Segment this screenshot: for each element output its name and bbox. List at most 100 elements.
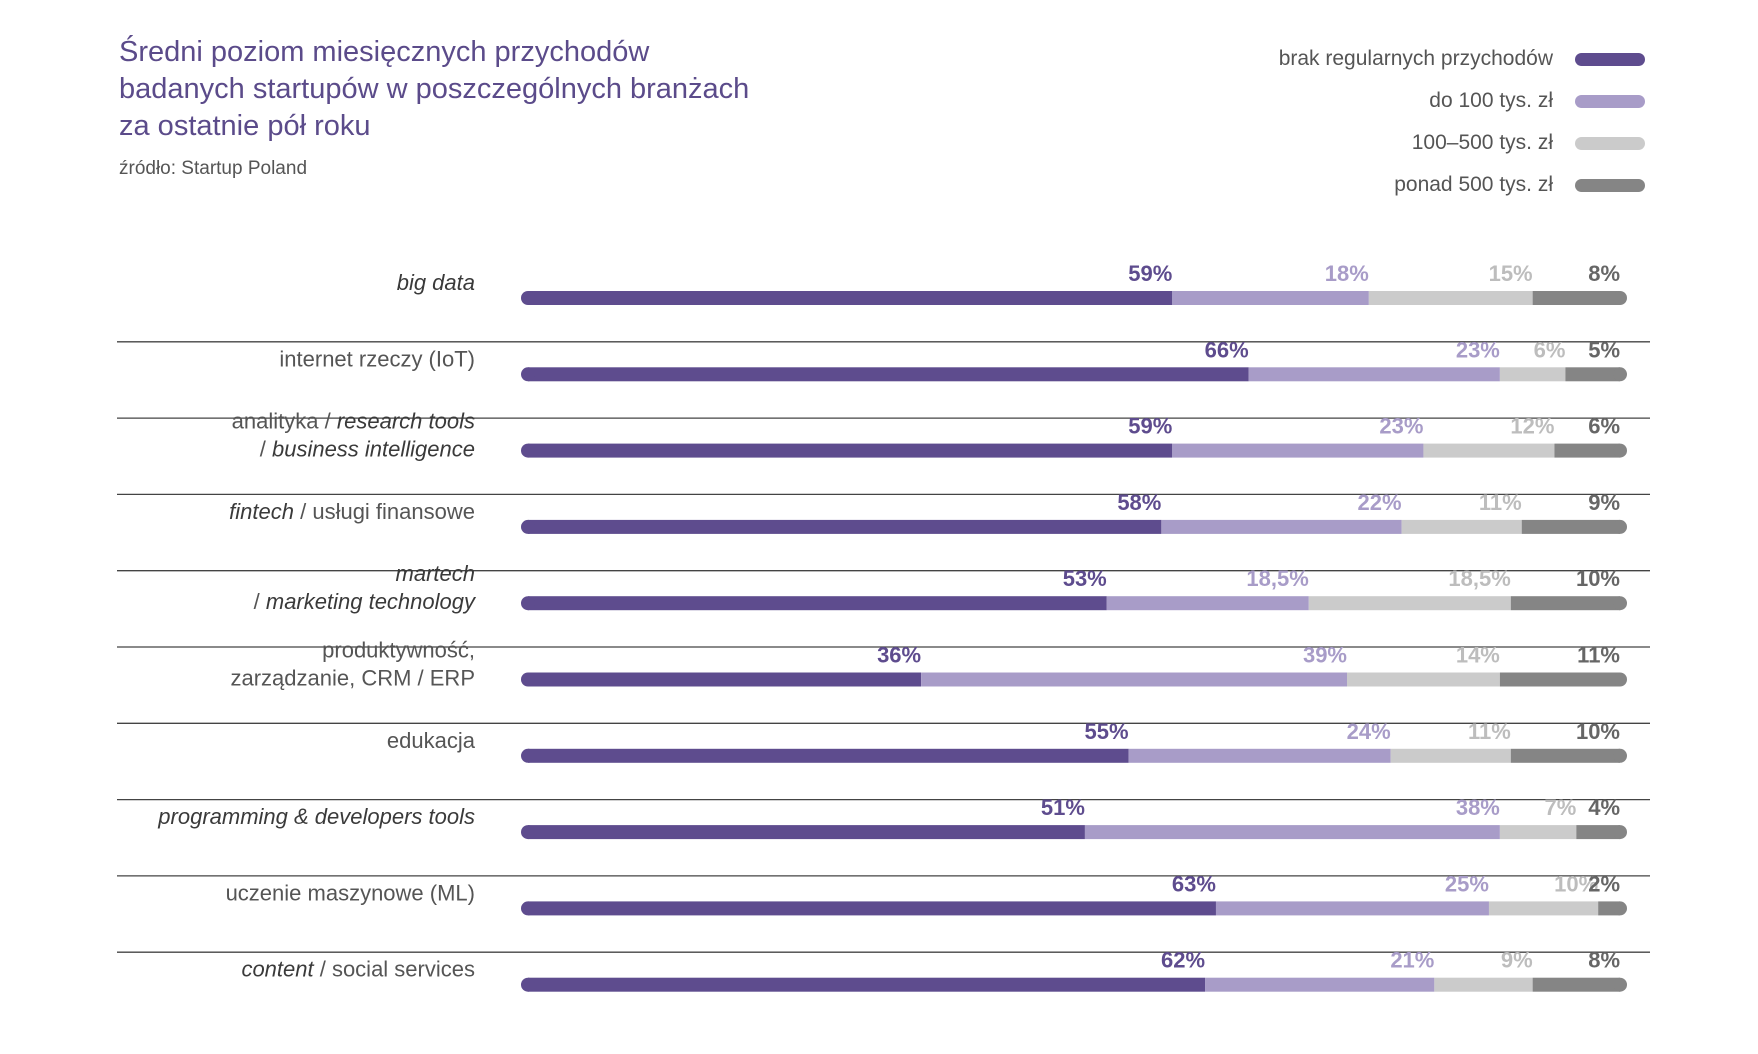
bar-segment — [1172, 443, 1424, 458]
bar-segment — [1401, 519, 1522, 534]
bar-cap-right — [1613, 901, 1627, 916]
category-label: content / social services — [241, 957, 475, 982]
bar-cap-left — [521, 291, 535, 305]
value-label: 9% — [1588, 490, 1620, 515]
bar-segment — [1499, 825, 1577, 840]
category-label: internet rzeczy (IoT) — [279, 346, 475, 371]
bar-cap-right — [1613, 977, 1627, 992]
value-label: 59% — [1128, 414, 1172, 439]
category-label: fintech / usługi finansowe — [229, 499, 475, 524]
bar-segment — [1106, 596, 1309, 611]
category-label-part: content — [241, 957, 314, 982]
bar-cap-left — [521, 825, 535, 840]
bar-segment — [528, 901, 1216, 916]
value-label: 58% — [1117, 490, 1161, 515]
category-label: edukacja — [387, 728, 476, 753]
bar-segment — [1368, 291, 1533, 305]
value-label: 11% — [1468, 719, 1511, 744]
value-label: 24% — [1347, 719, 1391, 744]
value-label: 5% — [1588, 337, 1620, 362]
bar-segment — [1128, 748, 1391, 763]
bar-cap-left — [521, 748, 535, 763]
bar-cap-left — [521, 519, 535, 534]
category-label: martech — [396, 561, 475, 586]
value-label: 53% — [1063, 566, 1107, 591]
category-label-part: / social services — [314, 957, 475, 982]
legend-swatch-do100 — [1575, 94, 1645, 108]
legend-item-100-500: 100–500 tys. zł — [1279, 122, 1645, 164]
bar-segment — [528, 367, 1249, 382]
category-label: uczenie maszynowe (ML) — [226, 880, 475, 905]
legend-label-brak: brak regularnych przychodów — [1278, 47, 1553, 70]
category-label: analityka / research tools — [232, 409, 475, 434]
bar-cap-right — [1613, 519, 1627, 534]
bar-cap-right — [1613, 443, 1627, 458]
bar-cap-left — [521, 443, 535, 458]
title-line-1: Średni poziom miesięcznych przychodów — [119, 36, 650, 68]
bar-segment — [1521, 519, 1620, 534]
value-label: 10% — [1554, 871, 1598, 896]
value-label: 23% — [1379, 414, 1423, 439]
category-label-part: programming & developers tools — [157, 804, 475, 829]
bar-segment — [1248, 367, 1500, 382]
legend-swatch-100-500 — [1575, 136, 1645, 150]
bar-cap-right — [1613, 596, 1627, 611]
title-line-2: badanych startupów w poszczególnych bran… — [119, 73, 750, 105]
category-label-part: research tools — [337, 409, 475, 434]
legend-label-do100: do 100 tys. zł — [1429, 89, 1553, 112]
category-label-part: fintech — [229, 499, 294, 524]
bar-cap-left — [521, 977, 535, 992]
bar-segment — [1576, 825, 1620, 840]
value-label: 2% — [1588, 871, 1620, 896]
bar-segment — [528, 291, 1173, 305]
value-label: 7% — [1545, 795, 1577, 820]
bar-segment — [1434, 977, 1533, 992]
bar-segment — [921, 672, 1347, 687]
bar-segment — [1215, 901, 1489, 916]
source-note: źródło: Startup Poland — [119, 158, 308, 179]
category-label-part: / — [254, 589, 266, 614]
bar-cap-left — [521, 367, 535, 382]
bar-segment — [528, 443, 1173, 458]
value-label: 18,5% — [1246, 566, 1308, 591]
legend: brak regularnych przychodów do 100 tys. … — [1279, 38, 1645, 206]
legend-swatch-ponad500 — [1575, 178, 1645, 192]
value-label: 12% — [1510, 414, 1554, 439]
value-label: 8% — [1588, 261, 1620, 286]
bar-segment — [528, 519, 1162, 534]
value-label: 9% — [1501, 948, 1533, 973]
bar-segment — [1499, 672, 1620, 687]
bar-cap-left — [521, 672, 535, 687]
bar-segment — [1554, 443, 1620, 458]
category-label-part: internet rzeczy (IoT) — [279, 346, 475, 371]
category-label-part: produktywność, — [322, 638, 475, 663]
category-label: big data — [397, 270, 475, 295]
value-label: 59% — [1128, 261, 1172, 286]
value-label: 4% — [1588, 795, 1620, 820]
value-label: 14% — [1456, 643, 1500, 668]
bar-segment — [528, 748, 1129, 763]
bar-segment — [1532, 977, 1620, 992]
category-label-part: analityka / — [232, 409, 337, 434]
category-label-part: / usługi finansowe — [294, 499, 475, 524]
bar-segment — [1565, 367, 1620, 382]
bar-segment — [1499, 367, 1566, 382]
value-label: 8% — [1588, 948, 1620, 973]
category-label-part: martech — [396, 561, 475, 586]
category-label: produktywność, — [322, 638, 475, 663]
value-label: 39% — [1303, 643, 1347, 668]
bar-cap-left — [521, 596, 535, 611]
bar-segment — [1390, 748, 1511, 763]
value-label: 11% — [1577, 643, 1620, 668]
value-label: 23% — [1456, 337, 1500, 362]
value-label: 55% — [1085, 719, 1129, 744]
bar-cap-right — [1613, 367, 1627, 382]
category-label-part: / — [260, 437, 272, 462]
title-line-3: za ostatnie pół roku — [119, 110, 371, 142]
category-label-part: uczenie maszynowe (ML) — [226, 880, 475, 905]
value-label: 36% — [877, 643, 921, 668]
value-label: 6% — [1534, 337, 1566, 362]
value-label: 10% — [1576, 719, 1620, 744]
bar-segment — [1510, 748, 1620, 763]
